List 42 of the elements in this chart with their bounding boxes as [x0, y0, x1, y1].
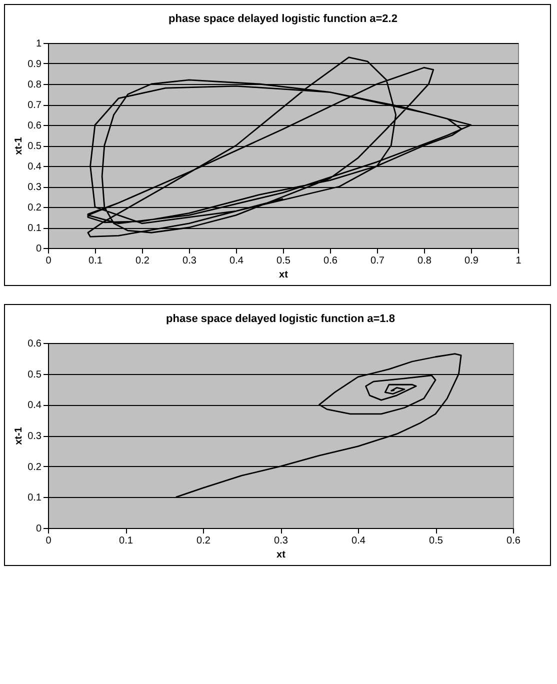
x-tick-label: 0.8: [418, 256, 432, 266]
x-tick-label: 0.2: [136, 256, 150, 266]
y-tick-label: 0.4: [28, 162, 42, 172]
x-tick-label: 0.4: [352, 536, 366, 546]
x-tick-label: 0.5: [429, 536, 444, 546]
x-tick-label: 0.7: [370, 256, 385, 266]
y-tick-label: 0.1: [28, 223, 42, 234]
y-tick-label: 0.1: [28, 492, 42, 504]
x-tick-label: 0.6: [506, 536, 521, 546]
y-tick-label: 0.3: [28, 182, 42, 193]
y-axis-title: xt-1: [14, 136, 25, 155]
x-tick-label: 0.3: [182, 256, 197, 266]
chart-title: phase space delayed logistic function a=1.8: [166, 313, 395, 325]
y-tick-label: 0.6: [28, 338, 42, 350]
x-tick-label: 0.1: [119, 536, 134, 546]
x-tick-label: 0.9: [464, 256, 479, 266]
x-axis-title: xt: [279, 270, 289, 280]
y-tick-label: 0.7: [28, 100, 42, 111]
y-tick-label: 0: [36, 524, 42, 534]
y-tick-label: 0.9: [28, 59, 42, 70]
y-tick-label: 0.3: [28, 431, 42, 442]
x-tick-label: 0.1: [88, 256, 103, 266]
y-tick-label: 1: [36, 38, 42, 50]
y-tick-label: 0.6: [28, 120, 42, 132]
x-tick-label: 0.2: [196, 536, 211, 546]
x-axis-title: xt: [276, 550, 286, 560]
y-tick-label: 0: [36, 244, 42, 254]
y-tick-label: 0.5: [28, 369, 42, 380]
x-tick-label: 0.5: [276, 256, 291, 266]
x-tick-label: 0.3: [274, 536, 288, 546]
y-tick-label: 0.2: [28, 202, 42, 214]
y-tick-label: 0.8: [28, 80, 42, 90]
y-axis-title: xt-1: [14, 426, 25, 445]
x-tick-label: 0.6: [324, 256, 338, 266]
y-tick-label: 0.5: [28, 141, 42, 152]
x-tick-label: 0.4: [230, 256, 244, 266]
x-tick-label: 0: [46, 256, 52, 266]
y-tick-label: 0.2: [28, 462, 42, 473]
x-tick-label: 1: [516, 256, 522, 266]
y-tick-label: 0.4: [28, 400, 42, 412]
chart-title: phase space delayed logistic function a=2.2: [168, 13, 398, 25]
x-tick-label: 0: [46, 536, 52, 546]
